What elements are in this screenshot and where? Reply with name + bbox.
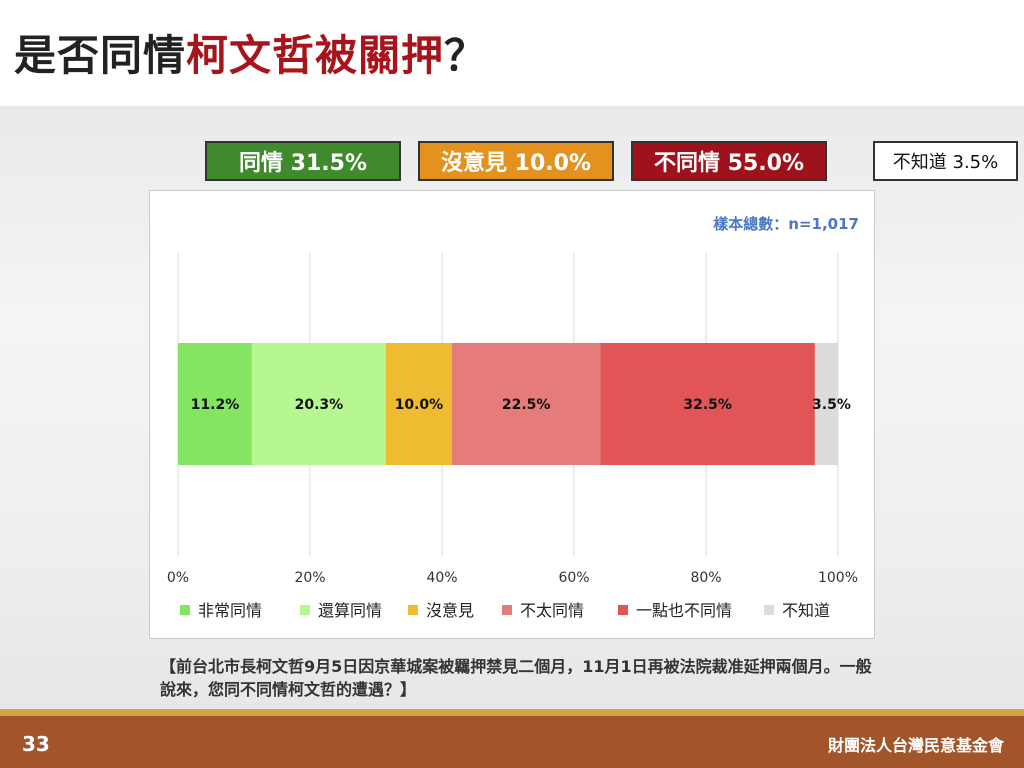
legend-label: 還算同情 xyxy=(318,601,382,620)
summary-box-sympathize: 同情 31.5% xyxy=(205,141,401,181)
legend-swatch xyxy=(764,605,774,615)
data-label: 32.5% xyxy=(683,397,732,413)
legend-label: 不知道 xyxy=(782,601,830,620)
summary-label-sympathize: 同情 31.5% xyxy=(239,151,367,176)
footer-bar xyxy=(0,716,1024,768)
legend-swatch xyxy=(408,605,418,615)
chart-card: 11.2% 20.3% 10.0% 22.5% 32.5% 3.5% 0% 20% 40% 60… xyxy=(149,190,875,639)
bar-segment xyxy=(385,343,452,465)
bar-segment xyxy=(814,343,838,465)
x-tick-label: 100% xyxy=(818,570,858,586)
bar-segment xyxy=(600,343,815,465)
title-suffix: ？ xyxy=(444,31,488,80)
x-tick-label: 60% xyxy=(558,570,589,586)
sample-size-note: 樣本總數：n=1,017 xyxy=(713,215,859,233)
slide-title: 是否同情柯文哲被關押？ xyxy=(14,22,487,83)
data-label: 22.5% xyxy=(502,397,551,413)
stacked-bar-chart: 11.2% 20.3% 10.0% 22.5% 32.5% 3.5% 0% 20% 40% 60… xyxy=(167,215,859,620)
legend-swatch xyxy=(502,605,512,615)
title-highlight: 柯文哲被關押 xyxy=(186,31,445,80)
bar-segment xyxy=(451,343,601,465)
page-number: 33 xyxy=(22,732,50,756)
legend-label: 不太同情 xyxy=(520,601,584,620)
survey-question: 【前台北市長柯文哲9月5日因京華城案被羈押禁見二個月，11月1日再被法院裁准延押… xyxy=(160,657,872,699)
organization-name: 財團法人台灣民意基金會 xyxy=(827,736,1004,755)
data-label: 20.3% xyxy=(295,397,344,413)
data-label: 10.0% xyxy=(395,397,444,413)
bar-segment xyxy=(251,343,386,465)
summary-label-no-opinion: 沒意見 10.0% xyxy=(441,151,591,176)
legend-swatch xyxy=(618,605,628,615)
data-labels: 11.2% 20.3% 10.0% 22.5% 32.5% 3.5% xyxy=(191,397,851,413)
x-tick-label: 20% xyxy=(294,570,325,586)
summary-box-dont-know: 不知道 3.5% xyxy=(873,141,1018,181)
legend-swatch xyxy=(180,605,190,615)
footer-stripe xyxy=(0,709,1024,716)
summary-box-not-sympathize: 不同情 55.0% xyxy=(631,141,827,181)
summary-box-no-opinion: 沒意見 10.0% xyxy=(418,141,614,181)
title-prefix: 是否同情 xyxy=(14,31,187,80)
data-label: 11.2% xyxy=(191,397,240,413)
x-tick-label: 0% xyxy=(167,570,189,586)
legend-label: 非常同情 xyxy=(198,601,262,620)
data-label: 3.5% xyxy=(812,397,851,413)
legend-label: 一點也不同情 xyxy=(636,601,732,620)
bar-segments xyxy=(178,343,838,465)
legend-swatch xyxy=(300,605,310,615)
summary-label-dont-know: 不知道 3.5% xyxy=(892,152,999,173)
bar-segment xyxy=(178,343,252,465)
x-axis-ticks: 0% 20% 40% 60% 80% 100% xyxy=(167,570,858,586)
legend-label: 沒意見 xyxy=(426,601,474,620)
x-tick-label: 80% xyxy=(690,570,721,586)
x-tick-label: 40% xyxy=(426,570,457,586)
legend: 非常同情 還算同情 沒意見 不太同情 一點也不同情 不知道 xyxy=(180,601,830,620)
summary-label-not-sympathize: 不同情 55.0% xyxy=(654,151,804,176)
